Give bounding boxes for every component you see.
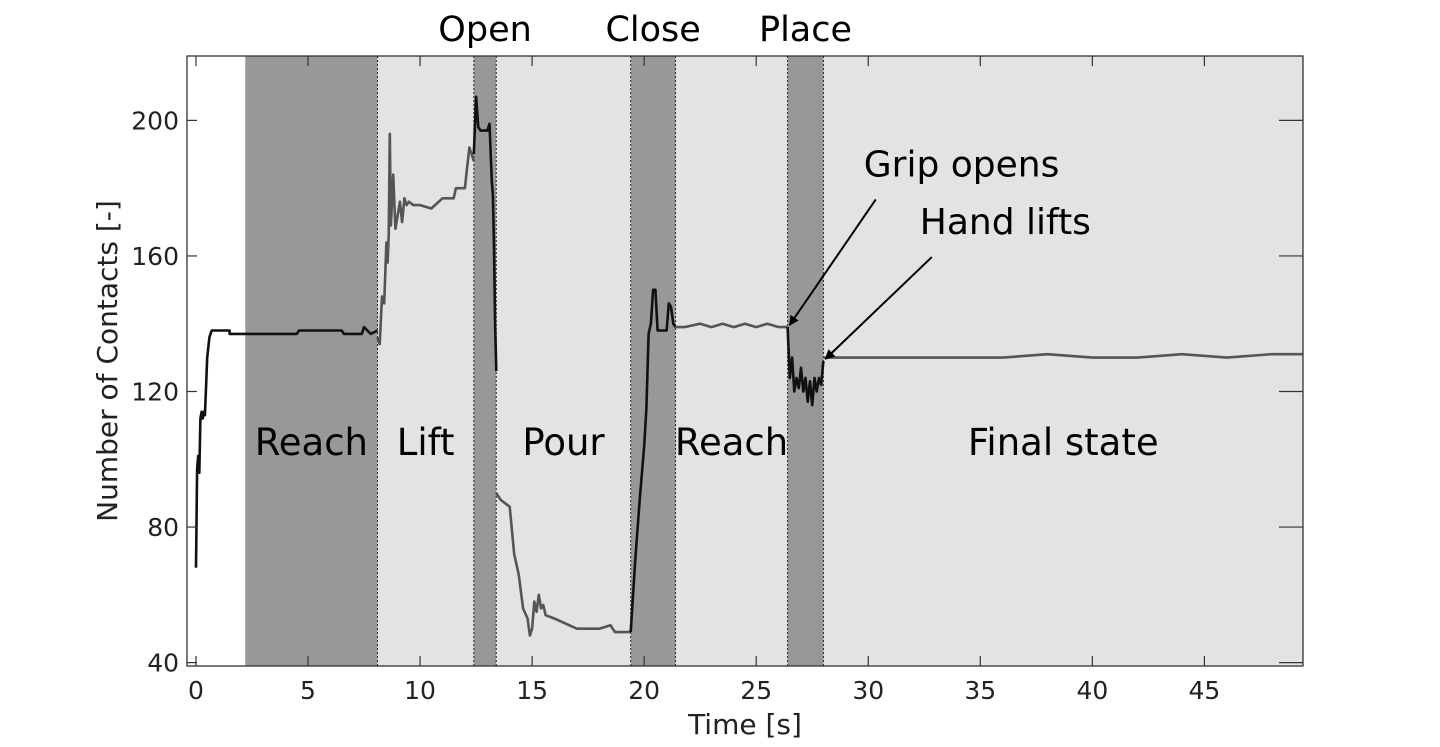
phase-label-1: Lift — [397, 421, 455, 464]
x-tick-label-3: 15 — [516, 676, 548, 705]
x-tick-label-8: 40 — [1076, 676, 1108, 705]
plot-frame — [186, 55, 1304, 667]
y-tick-label-2: 120 — [131, 378, 179, 407]
phase-label-2: Open — [438, 10, 531, 50]
phase-band-3 — [496, 56, 631, 666]
annotation-label-1: Hand lifts — [920, 202, 1091, 243]
x-tick-label-2: 10 — [404, 676, 436, 705]
phase-band-2 — [473, 56, 497, 666]
x-tick-label-9: 45 — [1188, 676, 1220, 705]
y-tick-label-3: 160 — [131, 242, 179, 271]
x-tick-label-1: 5 — [300, 676, 316, 705]
annotation-label-0: Grip opens — [864, 144, 1060, 185]
phase-label-5: Reach — [675, 421, 788, 464]
x-tick-label-0: 0 — [188, 676, 204, 705]
series-line-3 — [495, 492, 631, 637]
y-tick-label-0: 40 — [147, 649, 179, 678]
series-line-4 — [629, 288, 677, 633]
phase-label-0: Reach — [255, 421, 368, 464]
x-tick-label-6: 30 — [852, 676, 884, 705]
series-line-2 — [472, 95, 498, 372]
phase-label-3: Pour — [522, 421, 605, 464]
x-tick-label-5: 25 — [740, 676, 772, 705]
phase-label-4: Close — [605, 10, 700, 50]
phase-band-1 — [377, 56, 474, 666]
series-line-7 — [823, 352, 1303, 359]
series-line-5 — [675, 322, 788, 329]
y-tick-label-1: 80 — [147, 513, 179, 542]
series-line-1 — [376, 132, 476, 346]
x-axis-title: Time [s] — [687, 708, 802, 741]
y-tick-label-4: 200 — [131, 106, 179, 135]
phase-label-6: Place — [759, 10, 852, 50]
phase-band-4 — [630, 56, 676, 666]
annotation-arrow-0 — [788, 198, 877, 326]
x-tick-label-7: 35 — [964, 676, 996, 705]
phase-band-0 — [245, 56, 378, 666]
phase-band-5 — [675, 56, 788, 666]
phase-label-7: Final state — [968, 421, 1159, 464]
x-tick-label-4: 20 — [628, 676, 660, 705]
annotation-arrow-1 — [824, 256, 933, 360]
y-axis-title: Number of Contacts [-] — [91, 200, 124, 522]
phase-band-7 — [823, 56, 1303, 666]
series-line-6 — [786, 327, 825, 407]
series-line-0 — [194, 325, 379, 568]
